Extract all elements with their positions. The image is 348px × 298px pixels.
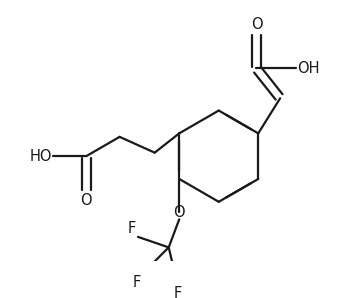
Text: F: F	[132, 274, 141, 290]
Text: O: O	[173, 205, 185, 220]
Text: HO: HO	[30, 149, 52, 164]
Text: O: O	[251, 17, 262, 32]
Text: F: F	[128, 221, 136, 236]
Text: O: O	[80, 193, 92, 208]
Text: OH: OH	[297, 61, 319, 76]
Text: F: F	[173, 286, 182, 298]
